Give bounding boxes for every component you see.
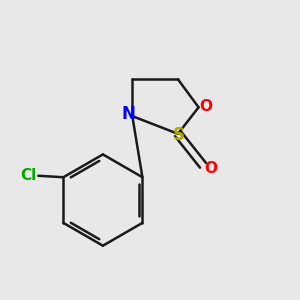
Text: O: O xyxy=(199,99,212,114)
Text: O: O xyxy=(204,161,217,176)
Text: Cl: Cl xyxy=(21,168,37,183)
Text: N: N xyxy=(122,105,136,123)
Text: S: S xyxy=(172,126,184,144)
